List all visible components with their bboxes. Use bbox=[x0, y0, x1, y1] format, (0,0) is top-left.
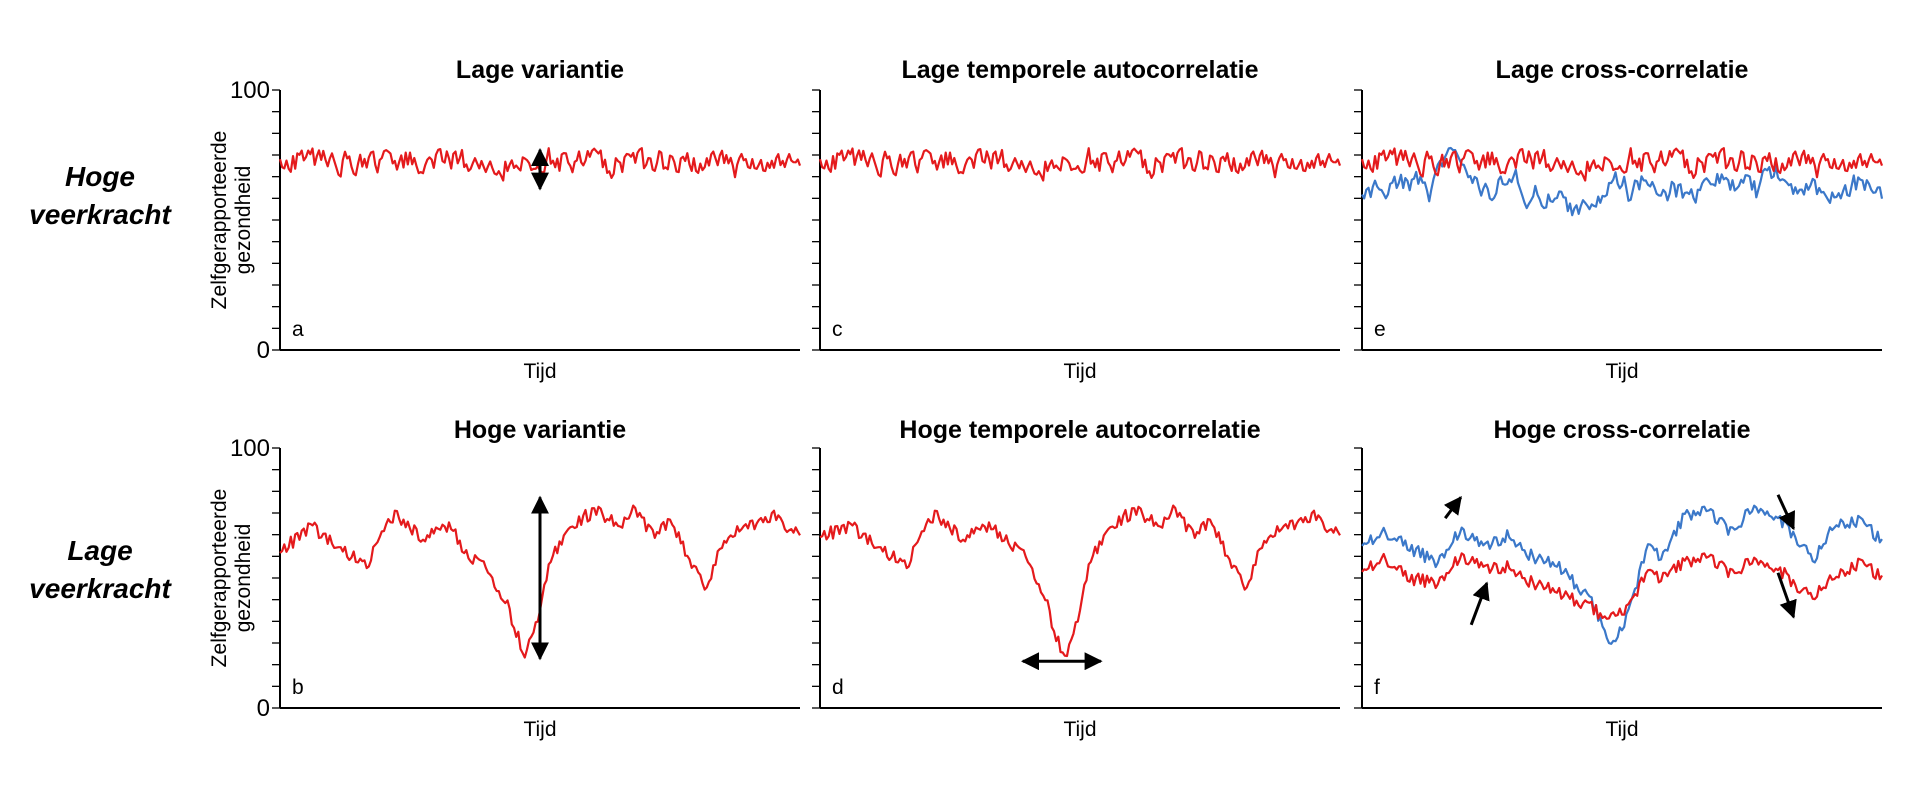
arrow-annotation bbox=[1776, 494, 1795, 531]
arrow-annotation bbox=[1443, 495, 1463, 520]
y-tick-label: 0 bbox=[257, 337, 270, 364]
x-axis-label: Tijd bbox=[1063, 718, 1096, 741]
y-axis-label: Zelfgerapporteerdegezondheid bbox=[208, 489, 255, 668]
y-axis-label-line: Zelfgerapporteerde bbox=[208, 489, 231, 668]
y-tick-label: 100 bbox=[230, 77, 270, 104]
y-axis-label: Zelfgerapporteerdegezondheid bbox=[208, 131, 255, 310]
x-axis-label: Tijd bbox=[1605, 718, 1638, 741]
panel-letter: d bbox=[832, 676, 844, 699]
x-axis-label: Tijd bbox=[1063, 360, 1096, 383]
panel-title: Hoge temporele autocorrelatie bbox=[899, 416, 1260, 444]
panel-a: Lage variantie1000Zelfgerapporteerdegezo… bbox=[208, 56, 802, 383]
y-tick-label: 0 bbox=[257, 695, 270, 722]
red-series-line bbox=[1361, 552, 1883, 620]
panel-f: Hoge cross-correlatie Tijd f bbox=[1354, 416, 1883, 741]
x-axis-label: Tijd bbox=[523, 718, 556, 741]
panel-e: Lage cross-correlatie Tijd e bbox=[1354, 56, 1884, 383]
row-label-line: veerkracht bbox=[29, 199, 171, 230]
row-label-high-resilience: Hoge veerkracht bbox=[0, 158, 200, 234]
panel-letter: c bbox=[832, 318, 843, 341]
red-series-line bbox=[819, 504, 1341, 658]
panel-title: Hoge variantie bbox=[454, 416, 626, 444]
arrow-annotation bbox=[1776, 572, 1797, 619]
panel-b: Hoge variantie1000Zelfgerapporteerdegezo… bbox=[208, 416, 801, 741]
x-axis-label: Tijd bbox=[1605, 360, 1638, 383]
row-label-line: veerkracht bbox=[29, 573, 171, 604]
panel-d: Hoge temporele autocorrelatie Tijd d bbox=[812, 416, 1341, 741]
y-tick-label: 100 bbox=[230, 435, 270, 462]
y-axis-label-line: gezondheid bbox=[232, 524, 255, 633]
row-label-line: Hoge bbox=[65, 161, 135, 192]
panel-letter: e bbox=[1374, 318, 1386, 341]
panel-title: Lage variantie bbox=[456, 56, 624, 84]
blue-series-line bbox=[1361, 146, 1884, 217]
y-axis-label-line: gezondheid bbox=[232, 166, 255, 275]
panel-letter: b bbox=[292, 676, 304, 699]
y-axis-label-line: Zelfgerapporteerde bbox=[208, 131, 231, 310]
panel-title: Hoge cross-correlatie bbox=[1493, 416, 1750, 444]
panel-c: Lage temporele autocorrelatie Tijd c bbox=[812, 56, 1342, 383]
arrow-annotation bbox=[1469, 581, 1490, 626]
blue-series-line bbox=[1361, 504, 1883, 645]
panel-title: Lage cross-correlatie bbox=[1496, 56, 1749, 84]
row-label-low-resilience: Lage veerkracht bbox=[0, 532, 200, 608]
panel-letter: f bbox=[1374, 676, 1380, 699]
row-label-line: Lage bbox=[67, 535, 133, 566]
panel-title: Lage temporele autocorrelatie bbox=[901, 56, 1258, 84]
x-axis-label: Tijd bbox=[523, 360, 556, 383]
red-series-line bbox=[818, 147, 1342, 182]
panel-letter: a bbox=[292, 318, 304, 341]
red-series-line bbox=[1360, 147, 1884, 182]
